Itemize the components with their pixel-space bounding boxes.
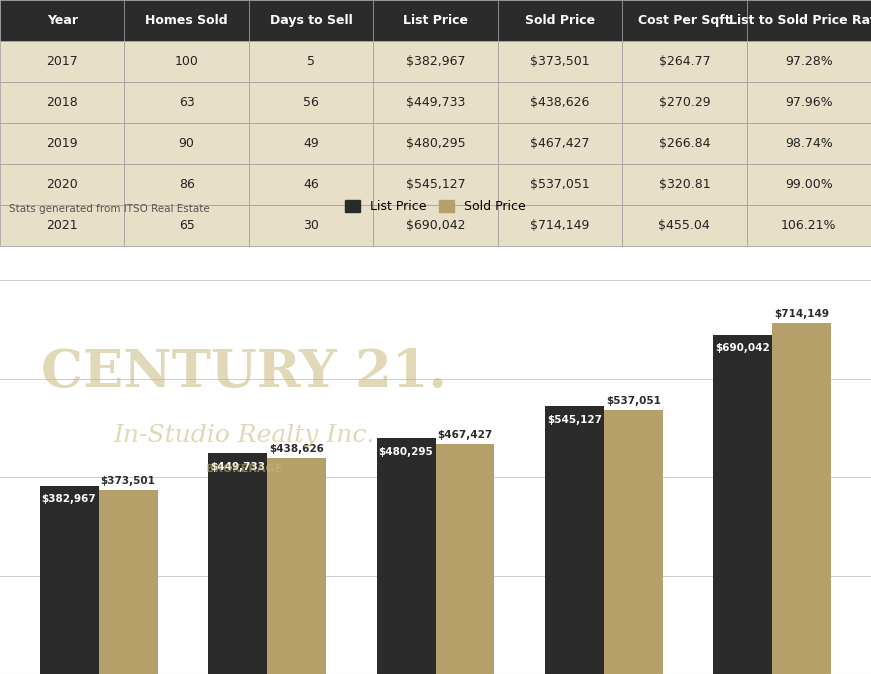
Bar — [267, 458, 326, 674]
Bar — [436, 444, 495, 674]
Bar — [773, 323, 832, 674]
Text: $382,967: $382,967 — [42, 495, 97, 504]
Bar — [545, 406, 604, 674]
Text: $467,427: $467,427 — [437, 430, 493, 440]
Bar — [98, 490, 158, 674]
Bar — [208, 453, 267, 674]
Legend: List Price, Sold Price: List Price, Sold Price — [340, 195, 531, 218]
Text: Stats generated from ITSO Real Estate: Stats generated from ITSO Real Estate — [9, 204, 209, 214]
Text: $537,051: $537,051 — [606, 396, 661, 406]
Text: $545,127: $545,127 — [547, 415, 602, 425]
Text: CENTURY 21.: CENTURY 21. — [41, 348, 447, 398]
Bar — [376, 437, 436, 674]
Text: $449,733: $449,733 — [210, 462, 265, 472]
Bar — [39, 486, 98, 674]
Text: $480,295: $480,295 — [379, 447, 434, 456]
Text: $690,042: $690,042 — [716, 344, 770, 353]
Text: In-Studio Realty Inc.: In-Studio Realty Inc. — [113, 424, 375, 447]
Text: BROKERAGE: BROKERAGE — [206, 464, 282, 474]
Text: $438,626: $438,626 — [269, 444, 324, 454]
Bar — [713, 334, 773, 674]
Text: $373,501: $373,501 — [101, 477, 156, 487]
Text: $714,149: $714,149 — [774, 309, 829, 319]
Bar — [604, 410, 663, 674]
